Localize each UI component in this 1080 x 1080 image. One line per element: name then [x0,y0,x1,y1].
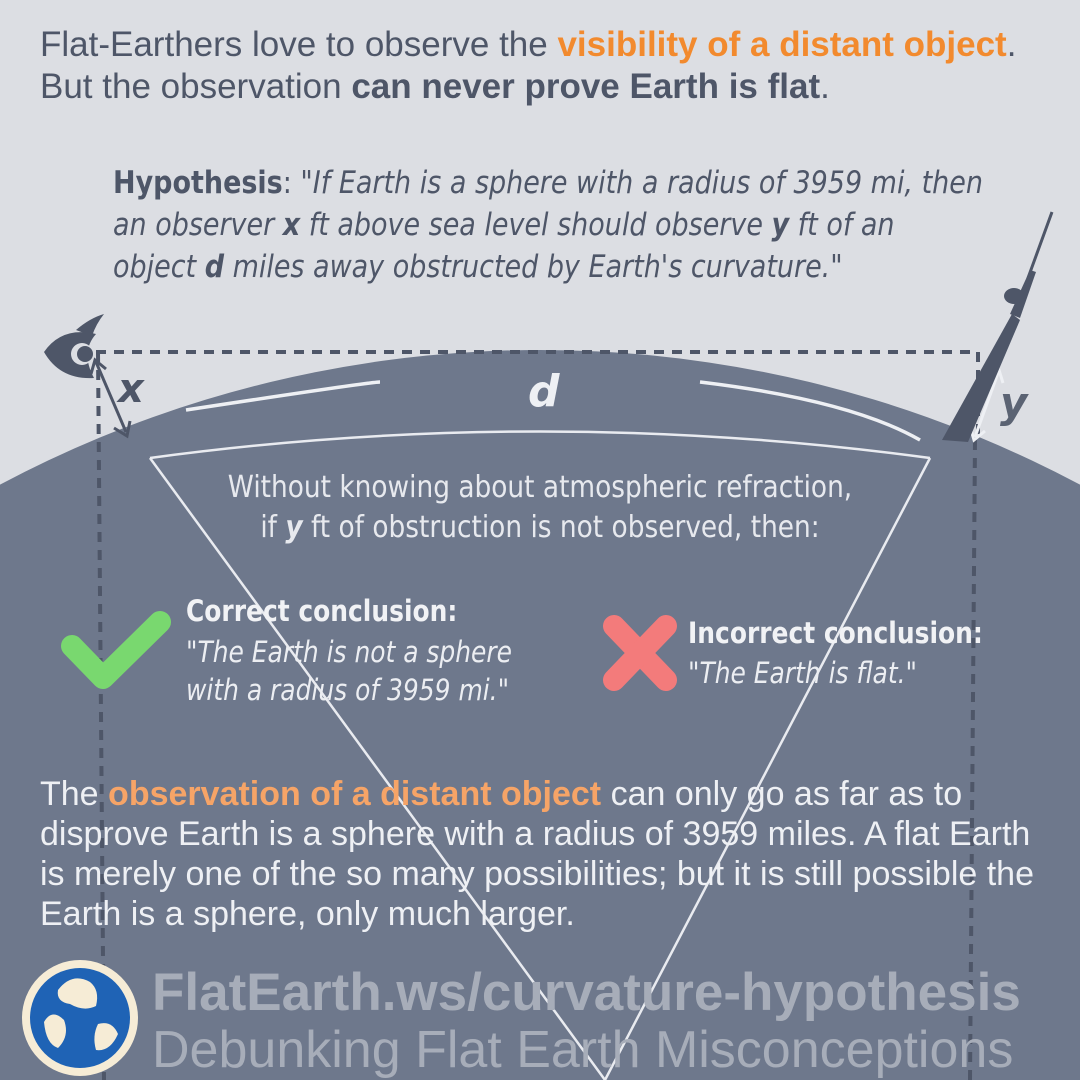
label-y: y [1000,378,1028,427]
incorrect-line-1: "The Earth is flat." [688,656,918,690]
incorrect-title: Incorrect conclusion: [688,616,983,650]
check-icon [61,611,171,689]
cross-icon [603,615,677,691]
earth-curve [0,350,1080,1080]
hypothesis: Hypothesis: "If Earth is a sphere with a… [113,165,983,285]
refraction-note: Without knowing about atmospheric refrac… [227,470,853,545]
hypothesis-label: Hypothesis [113,165,283,201]
headline: Flat-Earthers love to observe the visibi… [40,25,1017,106]
center-wedge [148,430,932,1080]
footer-tagline: Debunking Flat Earth Misconceptions [152,1021,1014,1079]
correct-title: Correct conclusion: [186,594,458,628]
distance-arc [185,380,921,442]
x-arrow [89,357,132,439]
label-x: x [118,366,144,412]
globe-logo-icon [22,960,138,1076]
label-d: d [528,366,560,417]
tower-icon [942,211,1054,442]
eye-icon [44,314,104,379]
correct-line-1: "The Earth is not a sphere [186,635,513,669]
headline-highlight: visibility of a distant object [557,25,1007,64]
correct-line-2: with a radius of 3959 mi." [186,673,510,707]
footer-url[interactable]: FlatEarth.ws/curvature-hypothesis [152,963,1021,1022]
headline-bold: can never prove Earth is flat [351,67,821,106]
summary: The observation of a distant object can … [40,775,1035,933]
summary-highlight: observation of a distant object [108,775,602,813]
